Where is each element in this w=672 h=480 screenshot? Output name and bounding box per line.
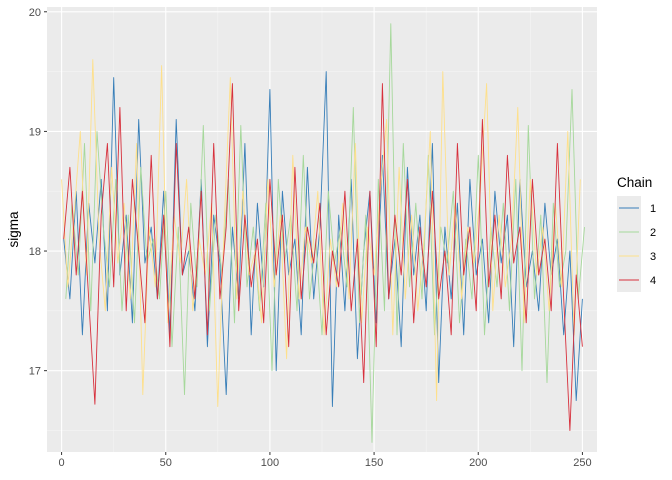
minor-gridlines: [47, 7, 597, 452]
y-axis-title: sigma: [6, 211, 21, 248]
legend-label-chain-3: 3: [650, 251, 656, 263]
x-axis: 0 50 100 150 200 250: [59, 452, 592, 469]
series-line-chain-4: [63, 83, 583, 431]
x-tick-label: 100: [261, 457, 279, 469]
x-tick-label: 250: [573, 457, 591, 469]
series-line-chain-3: [61, 59, 581, 407]
y-tick-label: 19: [29, 126, 41, 138]
y-tick-label: 20: [29, 7, 41, 19]
x-tick-label: 150: [365, 457, 383, 469]
x-tick-label: 0: [59, 457, 65, 469]
x-tick-label: 50: [160, 457, 172, 469]
legend-items: 1 2 3 4: [617, 196, 656, 292]
legend-title: Chain: [617, 175, 652, 190]
y-axis: 17 18 19 20: [29, 7, 47, 378]
legend-label-chain-2: 2: [650, 227, 656, 239]
y-tick-label: 17: [29, 366, 41, 378]
legend-label-chain-4: 4: [650, 275, 656, 287]
series-lines: [61, 23, 585, 443]
series-line-chain-2: [65, 23, 585, 443]
legend-label-chain-1: 1: [650, 203, 656, 215]
legend: Chain 1 2 3 4: [617, 175, 656, 292]
y-tick-label: 18: [29, 246, 41, 258]
x-tick-label: 200: [469, 457, 487, 469]
